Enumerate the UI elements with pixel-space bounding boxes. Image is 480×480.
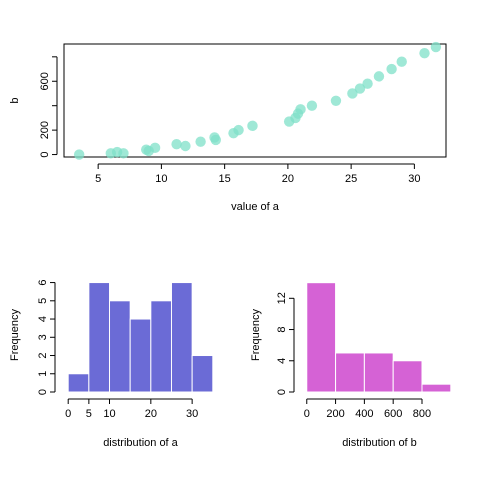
x-tick-label: 10 [155,173,167,185]
data-point [73,149,85,160]
data-point [295,104,306,115]
x-axis-title: distribution of a [103,437,178,449]
histogram-bar [170,282,193,393]
histogram-bar [109,300,131,393]
data-point [386,63,397,75]
y-tick-label: 0 [37,389,49,395]
y-tick-label: 200 [39,121,51,139]
data-point [430,41,442,53]
y-tick-label: 1 [37,371,49,377]
x-axis-title: distribution of b [342,437,417,449]
y-tick-label: 0 [276,389,288,395]
data-point [247,120,258,132]
scatter-plot: 5 10 15 20 25 30 0 200 600 value of a b [9,41,447,213]
y-tick-label: 600 [39,72,51,90]
data-point [306,100,318,111]
x-tick-label: 600 [384,408,402,420]
y-axis-title: Frequency [9,309,21,361]
data-point [419,47,430,59]
x-tick-label: 5 [95,173,101,185]
x-axis-title: value of a [231,201,280,213]
y-tick-label: 12 [276,292,288,304]
histogram-bar [88,282,111,393]
data-point [171,138,182,150]
y-axis-title: b [9,97,21,103]
data-point [330,95,342,107]
x-tick-label: 20 [145,408,157,420]
data-point [354,83,366,94]
histogram-bar [67,373,90,393]
x-tick-label: 10 [103,408,115,420]
histogram-bar [363,352,394,393]
x-tick-label: 800 [413,408,431,420]
histogram-bar [150,300,172,393]
x-tick-label: 25 [345,173,357,185]
data-point [210,134,221,146]
histogram-bar [335,352,365,393]
y-tick-label: 2 [37,352,49,358]
data-point [362,78,373,89]
data-point [180,140,191,152]
x-tick-label: 200 [326,408,344,420]
x-tick-label: 0 [304,408,310,420]
data-point [118,148,129,159]
y-tick-label: 8 [276,326,288,332]
y-tick-label: 4 [276,358,288,364]
x-tick-label: 20 [282,173,294,185]
x-tick-label: 30 [186,408,198,420]
data-point [347,88,358,99]
y-tick-label: 3 [37,334,49,340]
x-tick-label: 0 [65,408,71,420]
data-point [195,136,206,147]
data-point [396,56,407,67]
x-tick-label: 400 [355,408,373,420]
y-tick-label: 4 [37,316,49,322]
histogram-bar [392,360,423,393]
x-tick-label: 5 [86,408,92,420]
data-point [149,142,161,154]
y-axis-title: Frequency [250,309,262,361]
plot-frame [63,43,447,158]
x-tick-label: 15 [219,173,231,185]
data-point [373,71,385,82]
histogram-bar [421,383,452,393]
x-tick-label: 30 [408,173,420,185]
histogram-bar [191,355,214,393]
y-tick-label: 0 [39,151,51,157]
histogram-b: 0 200 400 600 800 0 4 8 12 distribution of b Frequ… [250,282,452,449]
histogram-a: 0 5 10 20 30 0 1 2 3 4 5 6 distribution of a Frequenc… [9,279,214,449]
histogram-bar [129,318,152,393]
y-tick-label: 5 [37,298,49,304]
histogram-bar [306,282,337,393]
y-tick-label: 6 [37,279,49,285]
data-point [233,124,244,136]
